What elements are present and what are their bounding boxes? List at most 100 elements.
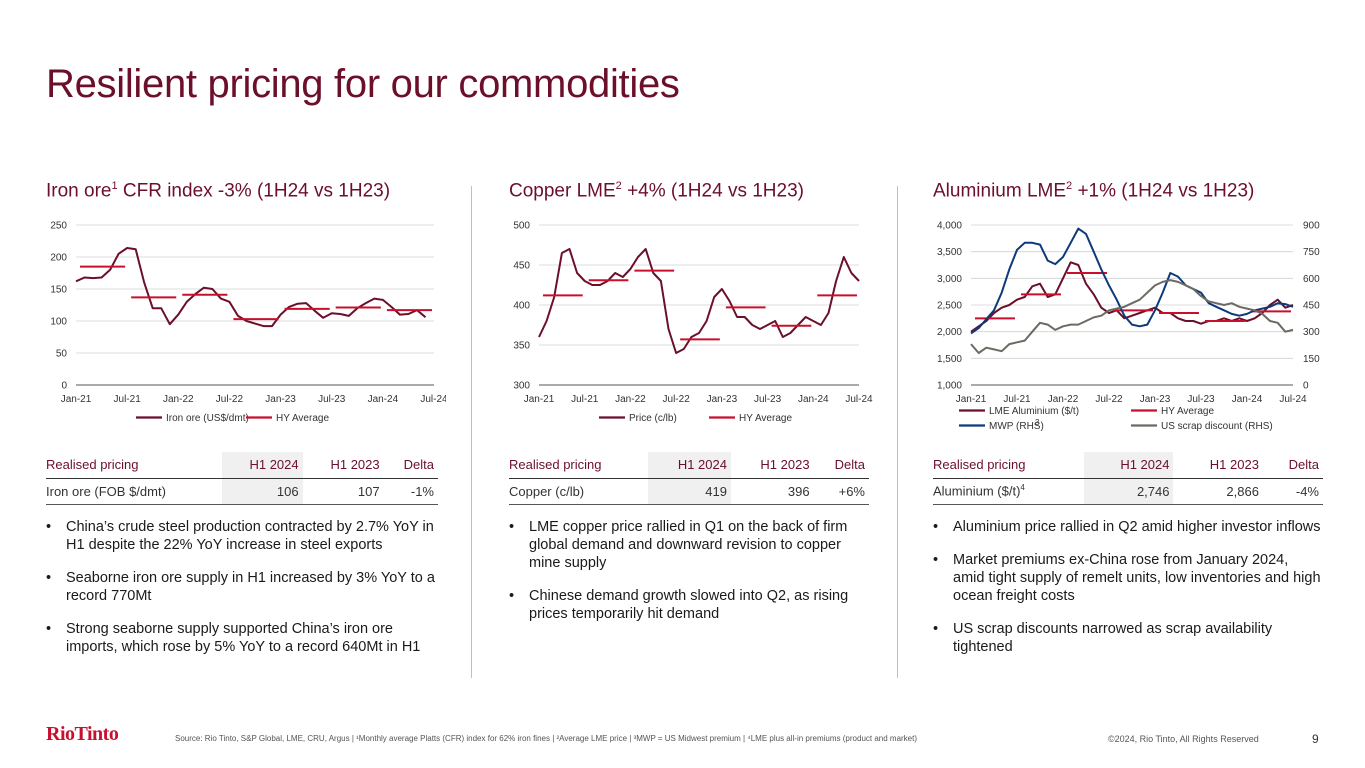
y-tick-label: 300: [513, 381, 530, 392]
series-line: [75, 247, 427, 328]
copper-chart: 300 350 400 450 500 Jan-21 Jul-21 Jan-22 Jul-22 J…: [513, 221, 873, 425]
y-rhs-tick-label: 0: [1303, 381, 1309, 392]
page-title: Resilient pricing for our commodities: [46, 62, 680, 106]
y-rhs-tick-label: 900: [1303, 221, 1320, 232]
x-tick-label: Jan-22: [163, 394, 194, 405]
list-item: US scrap discounts narrowed as scrap ava…: [933, 620, 1323, 656]
table-header: H1 2023: [730, 452, 814, 479]
y-tick-label: 200: [50, 253, 67, 264]
x-tick-label: Jan-22: [1048, 394, 1079, 405]
table-header: Realised pricing: [933, 452, 1085, 479]
legend-label: US scrap discount (RHS): [1161, 421, 1273, 432]
x-tick-label: Jul-22: [663, 394, 691, 405]
table-row: Iron ore (FOB $/dmt) 106 107 -1%: [46, 478, 438, 505]
x-tick-label: Jan-24: [798, 394, 829, 405]
x-tick-label: Jul-23: [318, 394, 346, 405]
copper-pricing-table: Realised pricing H1 2024 H1 2023 Delta C…: [509, 452, 869, 505]
table-header: H1 2024: [648, 452, 731, 479]
x-tick-label: Jul-23: [754, 394, 782, 405]
table-header: H1 2024: [1084, 452, 1174, 479]
table-header: Delta: [383, 452, 438, 479]
aluminium-panel: Aluminium LME2 +1% (1H24 vs 1H23) 1,000 1…: [933, 180, 1323, 655]
x-tick-label: Jan-23: [265, 394, 296, 405]
x-tick-label: Jan-21: [956, 394, 987, 405]
iron-ore-bullets: China’s crude steel production contracte…: [46, 518, 438, 671]
list-item: Seaborne iron ore supply in H1 increased…: [46, 569, 438, 605]
x-tick-label: Jan-24: [1232, 394, 1263, 405]
table-cell: Copper (c/lb): [509, 478, 649, 505]
y-tick-label: 3,000: [937, 274, 962, 285]
legend-label: Iron ore (US$/dmt): [166, 413, 249, 424]
legend-label: HY Average: [276, 413, 329, 424]
copper-heading: Copper LME2 +4% (1H24 vs 1H23): [509, 180, 804, 202]
list-item: Strong seaborne supply supported China’s…: [46, 620, 438, 656]
y-tick-label: 100: [50, 317, 67, 328]
table-header: H1 2023: [302, 452, 384, 479]
x-tick-label: Jul-21: [114, 394, 142, 405]
y-rhs-tick-label: 450: [1303, 301, 1320, 312]
y-tick-label: 2,500: [937, 301, 962, 312]
series-line: [970, 227, 1294, 335]
y-rhs-tick-label: 150: [1303, 354, 1320, 365]
column-divider: [897, 186, 898, 678]
table-cell: Aluminium ($/t)4: [933, 478, 1085, 505]
x-tick-label: Jul-24: [1279, 394, 1307, 405]
x-tick-label: Jul-22: [1095, 394, 1123, 405]
y-rhs-tick-label: 300: [1303, 327, 1320, 338]
aluminium-heading: Aluminium LME2 +1% (1H24 vs 1H23): [933, 180, 1255, 202]
y-tick-label: 500: [513, 221, 530, 232]
aluminium-bullets: Aluminium price rallied in Q2 amid highe…: [933, 518, 1323, 671]
table-header: Realised pricing: [509, 452, 649, 479]
y-tick-label: 2,000: [937, 327, 962, 338]
x-tick-label: Jul-22: [216, 394, 244, 405]
x-tick-label: Jan-21: [61, 394, 92, 405]
table-cell: 2,866: [1173, 478, 1263, 505]
y-tick-label: 4,000: [937, 221, 962, 232]
series-line: [970, 279, 1294, 354]
table-header: Delta: [813, 452, 869, 479]
x-tick-label: Jul-21: [571, 394, 599, 405]
table-header: Realised pricing: [46, 452, 222, 479]
y-tick-label: 50: [56, 349, 68, 360]
aluminium-chart: 1,000 1,500 2,000 2,500 3,000 3,500 4,000 0 150 3…: [937, 221, 1320, 433]
page-number: 9: [1312, 732, 1319, 746]
y-rhs-tick-label: 750: [1303, 247, 1320, 258]
legend-label: HY Average: [739, 413, 792, 424]
y-tick-label: 450: [513, 261, 530, 272]
table-cell: 2,746: [1084, 478, 1174, 505]
legend-label: HY Average: [1161, 406, 1214, 417]
series-line: [970, 261, 1294, 333]
y-tick-label: 1,000: [937, 381, 962, 392]
legend-label: MWP (RHS): [989, 421, 1044, 432]
table-row: Copper (c/lb) 419 396 +6%: [509, 478, 869, 505]
legend-label: LME Aluminium ($/t): [989, 406, 1079, 417]
table-cell: -4%: [1262, 478, 1323, 505]
legend-label: Price (c/lb): [629, 413, 677, 424]
list-item: Aluminium price rallied in Q2 amid highe…: [933, 518, 1323, 536]
y-tick-label: 150: [50, 285, 67, 296]
legend-footnote-marker: 3: [1035, 418, 1040, 427]
source-footnote: Source: Rio Tinto, S&P Global, LME, CRU,…: [175, 734, 918, 743]
y-tick-label: 1,500: [937, 354, 962, 365]
table-cell: -1%: [383, 478, 438, 505]
series-line: [538, 248, 860, 354]
y-tick-label: 400: [513, 301, 530, 312]
x-tick-label: Jul-23: [1187, 394, 1215, 405]
table-cell: 419: [648, 478, 731, 505]
rio-tinto-logo: RioTinto: [46, 723, 119, 745]
column-divider: [471, 186, 472, 678]
table-cell: Iron ore (FOB $/dmt): [46, 478, 222, 505]
table-header: Delta: [1262, 452, 1323, 479]
copper-bullets: LME copper price rallied in Q1 on the ba…: [509, 518, 869, 638]
table-cell: 107: [302, 478, 384, 505]
y-rhs-tick-label: 600: [1303, 274, 1320, 285]
copper-panel: Copper LME2 +4% (1H24 vs 1H23) 300 350 400…: [509, 180, 873, 622]
x-tick-label: Jul-21: [1003, 394, 1031, 405]
iron-ore-heading: Iron ore1 CFR index -3% (1H24 vs 1H23): [46, 180, 391, 202]
table-header: H1 2024: [221, 452, 303, 479]
x-tick-label: Jan-23: [707, 394, 738, 405]
list-item: LME copper price rallied in Q1 on the ba…: [509, 518, 869, 572]
table-cell: +6%: [813, 478, 869, 505]
x-tick-label: Jul-24: [420, 394, 446, 405]
table-cell: 396: [730, 478, 814, 505]
